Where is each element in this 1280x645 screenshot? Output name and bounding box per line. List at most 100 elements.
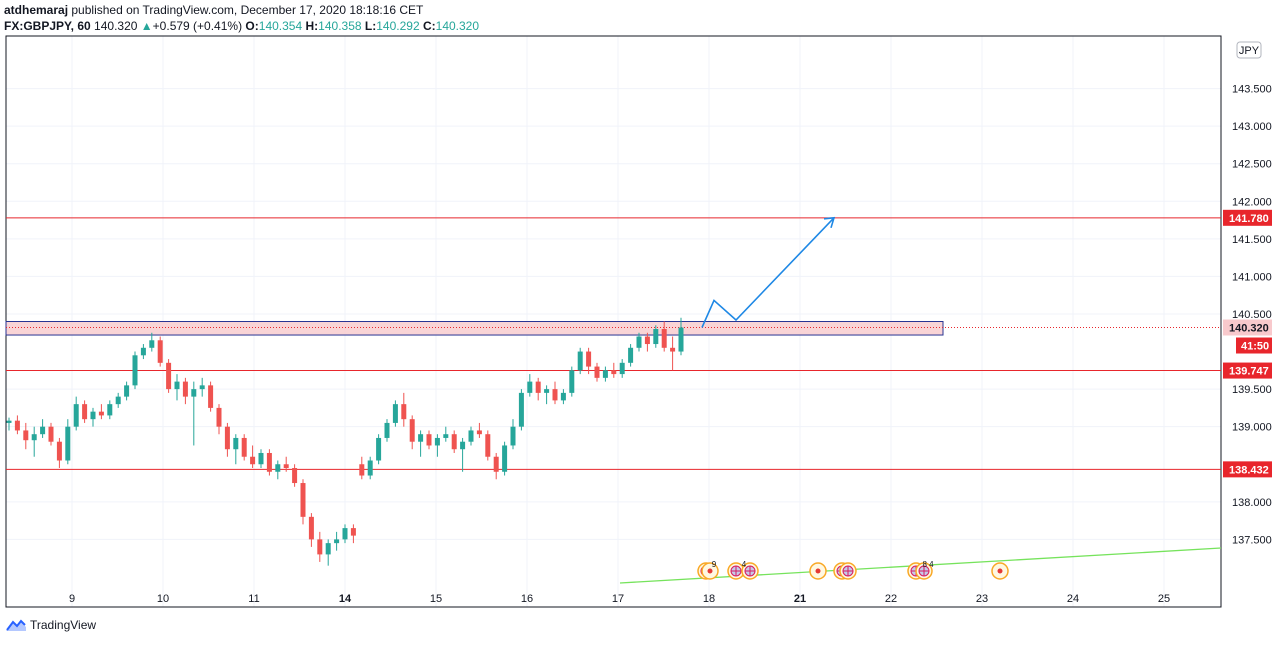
candle bbox=[518, 389, 524, 431]
candle bbox=[569, 366, 575, 397]
event-marker-flag-icon[interactable] bbox=[915, 562, 933, 580]
candle bbox=[31, 426, 37, 457]
event-marker-flag-icon[interactable] bbox=[839, 562, 857, 580]
candle-body bbox=[6, 420, 12, 423]
candle bbox=[275, 460, 281, 480]
candle-body bbox=[65, 426, 71, 461]
open-label: O: bbox=[245, 19, 259, 33]
candle bbox=[216, 404, 222, 435]
candle bbox=[493, 452, 499, 480]
candle-body bbox=[292, 468, 298, 484]
event-marker-flag-icon[interactable] bbox=[741, 562, 759, 580]
candle bbox=[149, 332, 155, 352]
price-tag-value: 139.747 bbox=[1229, 366, 1269, 378]
event-marker-flag-icon[interactable] bbox=[727, 562, 745, 580]
candle bbox=[258, 449, 264, 469]
candle-body bbox=[628, 347, 634, 363]
candle bbox=[426, 430, 432, 450]
event-marker-dot-icon[interactable] bbox=[701, 562, 719, 580]
candle-body bbox=[115, 396, 121, 405]
candle-body bbox=[502, 445, 508, 472]
candle-body bbox=[31, 434, 37, 441]
candle-body bbox=[451, 434, 457, 450]
publish-info: atdhemaraj published on TradingView.com,… bbox=[4, 3, 904, 18]
brand-label[interactable]: TradingView bbox=[30, 618, 97, 632]
footer: TradingView bbox=[6, 616, 96, 634]
projection-path[interactable] bbox=[701, 217, 835, 328]
candle-body bbox=[670, 347, 676, 352]
candle-body bbox=[476, 430, 482, 435]
candle bbox=[460, 437, 466, 472]
price-axis[interactable]: 143.500 143.000 142.500 142.000 141.500 141.0… bbox=[1232, 84, 1272, 547]
candle bbox=[334, 531, 340, 551]
candle bbox=[670, 336, 676, 371]
candle bbox=[191, 381, 197, 446]
symbol-label[interactable]: FX:GBPJPY, 60 bbox=[4, 19, 91, 33]
currency-badge[interactable]: JPY bbox=[1236, 41, 1262, 59]
candle bbox=[594, 362, 600, 382]
candle-body bbox=[283, 464, 289, 469]
candle bbox=[283, 456, 289, 472]
economic-events[interactable]: 9 4 8 4 bbox=[697, 560, 1009, 580]
candle-body bbox=[132, 355, 138, 386]
countdown-tag: 41:50 bbox=[1236, 337, 1272, 354]
time-tick-label: 18 bbox=[703, 593, 715, 605]
event-marker-dot-icon[interactable] bbox=[809, 562, 827, 580]
candle-body bbox=[552, 389, 558, 401]
high-label: H: bbox=[305, 19, 319, 33]
candle-body bbox=[510, 426, 516, 446]
candle bbox=[56, 437, 62, 469]
candle-body bbox=[661, 329, 667, 348]
candle bbox=[48, 422, 54, 446]
horizontal-levels[interactable] bbox=[5, 217, 1221, 470]
candle-body bbox=[644, 336, 650, 345]
time-tick-label: 15 bbox=[430, 593, 442, 605]
event-marker-dot-icon[interactable] bbox=[991, 562, 1009, 580]
candle bbox=[308, 513, 314, 547]
candle bbox=[233, 434, 239, 465]
price-tick-label: 141.000 bbox=[1232, 271, 1272, 283]
price-change: +0.579 (+0.41%) bbox=[152, 19, 243, 33]
candle-body bbox=[140, 347, 146, 356]
candle-body bbox=[602, 370, 608, 378]
low-value: 140.292 bbox=[376, 19, 420, 33]
time-tick-label: 25 bbox=[1158, 593, 1170, 605]
candle-body bbox=[157, 340, 163, 363]
candle bbox=[636, 332, 642, 352]
time-tick-label: 9 bbox=[69, 593, 75, 605]
price-tick-label: 143.500 bbox=[1232, 84, 1272, 96]
candle-body bbox=[485, 434, 491, 457]
candle-body bbox=[376, 437, 382, 461]
candle bbox=[6, 417, 12, 431]
drawings[interactable] bbox=[619, 216, 1222, 584]
candle bbox=[40, 419, 46, 438]
candle bbox=[485, 430, 491, 461]
candle-body bbox=[199, 385, 205, 390]
candle bbox=[124, 381, 130, 401]
close-value: 140.320 bbox=[435, 19, 480, 33]
open-value: 140.354 bbox=[258, 19, 303, 33]
price-tick-label: 142.500 bbox=[1232, 159, 1272, 171]
candle-body bbox=[224, 426, 230, 450]
candle bbox=[384, 419, 390, 442]
candle-body bbox=[98, 411, 104, 416]
time-tick-label: 10 bbox=[157, 593, 169, 605]
candle bbox=[342, 524, 348, 544]
price-tick-label: 137.500 bbox=[1232, 534, 1272, 546]
candle-body bbox=[325, 543, 331, 555]
current-price-tag: 140.320 bbox=[1223, 319, 1272, 336]
resistance-zone[interactable] bbox=[5, 321, 944, 336]
candle-body bbox=[233, 437, 239, 450]
countdown-value: 41:50 bbox=[1241, 341, 1269, 353]
author-name[interactable]: atdhemaraj bbox=[4, 3, 69, 17]
candle-body bbox=[342, 528, 348, 540]
price-tick-label: 140.500 bbox=[1232, 309, 1272, 321]
candle bbox=[535, 377, 541, 401]
price-tag-value: 141.780 bbox=[1229, 213, 1269, 225]
time-axis[interactable]: 9 10 11 14 15 16 17 18 21 22 23 24 25 bbox=[69, 593, 1170, 605]
candle-body bbox=[350, 528, 356, 536]
candle bbox=[292, 464, 298, 487]
candle bbox=[628, 344, 634, 367]
